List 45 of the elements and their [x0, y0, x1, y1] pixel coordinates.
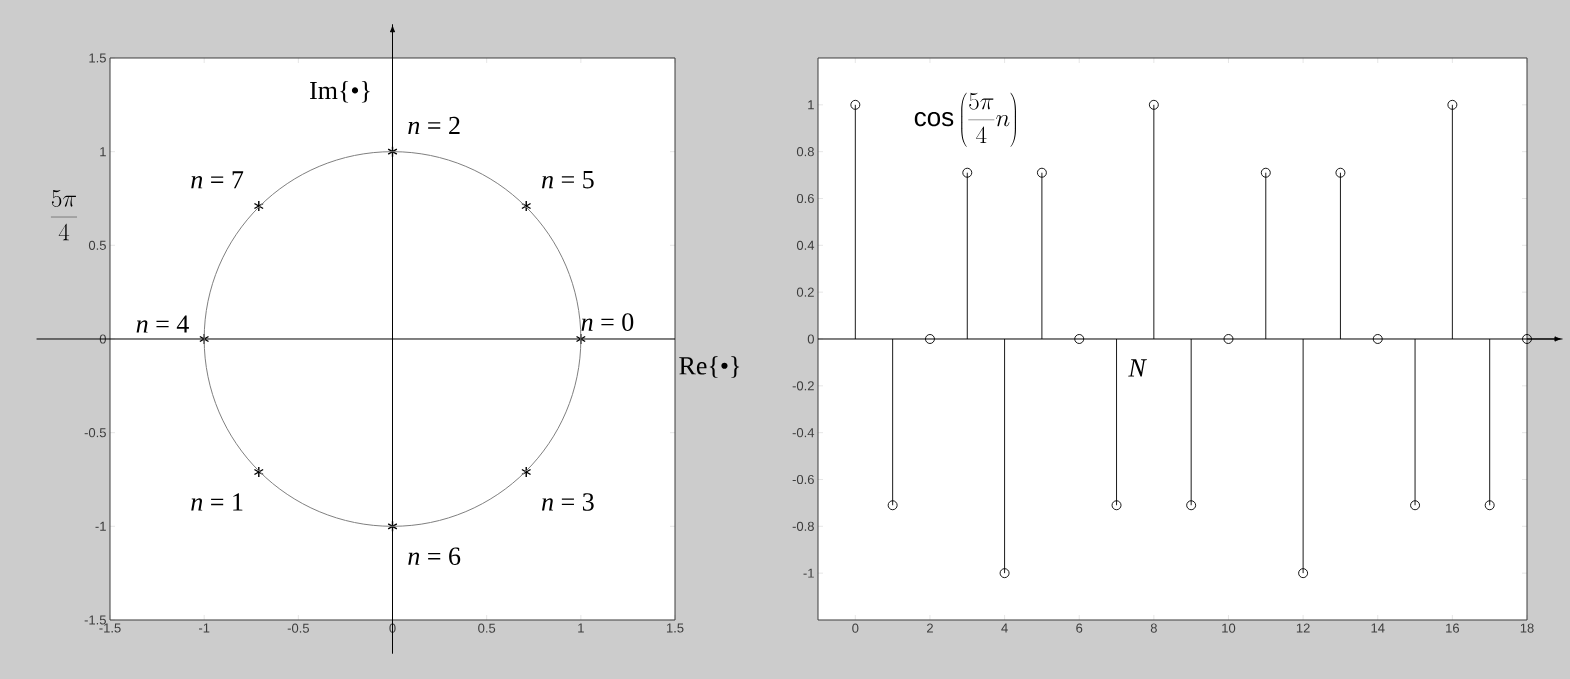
y-tick-label: 0.6	[796, 193, 814, 204]
annotation: n = 1	[191, 493, 243, 511]
x-tick-label: 0	[852, 623, 859, 633]
y-tick-label: -1	[803, 568, 814, 578]
y-tick-label: -0.5	[84, 428, 106, 438]
y-axis-title: Im{•}	[310, 80, 370, 103]
y-tick-label: -1	[95, 521, 106, 531]
annotation: n = 5	[541, 171, 594, 189]
x-tick-label: 1.5	[666, 623, 684, 633]
y-tick-label: -0.6	[792, 474, 814, 485]
y-tick-label: 1	[100, 147, 106, 157]
annotation: n = 6	[408, 547, 461, 566]
y-tick-label: 1	[808, 100, 814, 110]
y-tick-label: -0.8	[792, 521, 814, 531]
y-tick-label: 0	[807, 334, 814, 344]
y-tick-label: 0.2	[796, 287, 814, 297]
annotation: n = 2	[408, 116, 460, 135]
x-tick-label: 12	[1296, 623, 1310, 633]
y-tick-label: 0.8	[796, 147, 814, 157]
x-tick-label: 1	[578, 623, 584, 633]
x-tick-label: 0.5	[478, 623, 496, 633]
y-tick-label: 0.4	[796, 240, 815, 250]
x-axis-title: Re{•}	[679, 356, 740, 378]
x-tick-label: 2	[927, 623, 933, 633]
x-tick-label: -0.5	[287, 623, 309, 633]
text: $\cos\left(\frac{5\pi}{4}n\right)$	[914, 92, 1016, 147]
y-tick-label: 1.5	[89, 53, 106, 63]
x-tick-label: 16	[1446, 623, 1460, 633]
y-tick-label: -0.4	[792, 428, 815, 438]
x-tick-label: 10	[1222, 623, 1236, 633]
annotation: n = 3	[541, 493, 594, 511]
x-tick-label: -1	[198, 623, 210, 633]
y-tick-label: -1.5	[84, 615, 106, 625]
y-tick-label: -0.2	[792, 381, 814, 391]
x-tick-label: 8	[1150, 623, 1157, 633]
annotation: n = 0	[581, 313, 634, 331]
annotation: n = 7	[191, 171, 244, 189]
annotation: n = 4	[136, 315, 189, 333]
x-tick-label: 6	[1076, 623, 1083, 633]
x-tick-label: 4	[1001, 623, 1008, 633]
x-tick-label: 14	[1371, 623, 1385, 633]
y-tick-label: 0.5	[88, 240, 106, 250]
x-axis-title: N	[1128, 359, 1147, 377]
text: $\frac{5\pi}{4}$	[50, 190, 78, 241]
x-tick-label: 18	[1520, 623, 1534, 633]
